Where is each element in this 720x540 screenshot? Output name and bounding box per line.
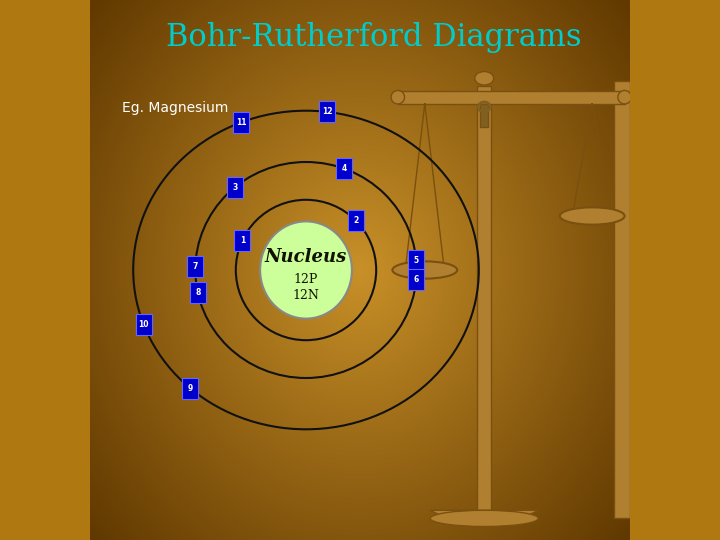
Text: 5: 5 xyxy=(414,256,419,265)
FancyBboxPatch shape xyxy=(233,112,249,133)
Text: 7: 7 xyxy=(193,262,198,271)
Text: Nucleus: Nucleus xyxy=(265,247,347,266)
FancyBboxPatch shape xyxy=(408,269,424,290)
Text: 10: 10 xyxy=(138,320,149,329)
Text: 2: 2 xyxy=(353,216,359,225)
Polygon shape xyxy=(480,104,488,127)
Polygon shape xyxy=(613,81,630,518)
Ellipse shape xyxy=(392,261,457,279)
FancyBboxPatch shape xyxy=(182,378,199,399)
Polygon shape xyxy=(397,91,625,104)
Polygon shape xyxy=(431,510,539,518)
FancyBboxPatch shape xyxy=(348,210,364,231)
Ellipse shape xyxy=(474,71,494,85)
FancyBboxPatch shape xyxy=(187,256,204,277)
FancyBboxPatch shape xyxy=(227,177,243,198)
Ellipse shape xyxy=(431,510,539,526)
Ellipse shape xyxy=(618,91,631,104)
FancyBboxPatch shape xyxy=(234,230,251,251)
Text: 4: 4 xyxy=(341,164,346,173)
Text: 8: 8 xyxy=(195,288,200,297)
Polygon shape xyxy=(477,86,491,518)
Text: 11: 11 xyxy=(236,118,246,127)
FancyBboxPatch shape xyxy=(336,158,352,179)
Text: 12P: 12P xyxy=(294,273,318,286)
FancyBboxPatch shape xyxy=(135,314,152,335)
Ellipse shape xyxy=(260,221,352,319)
Text: 1: 1 xyxy=(240,236,245,245)
FancyBboxPatch shape xyxy=(319,102,335,123)
FancyBboxPatch shape xyxy=(408,250,424,271)
FancyBboxPatch shape xyxy=(189,282,206,303)
Text: 3: 3 xyxy=(233,183,238,192)
Text: Eg. Magnesium: Eg. Magnesium xyxy=(122,101,229,115)
Text: 12: 12 xyxy=(322,107,333,117)
Text: Bohr-Rutherford Diagrams: Bohr-Rutherford Diagrams xyxy=(166,22,581,53)
Text: 6: 6 xyxy=(414,275,419,284)
Ellipse shape xyxy=(391,91,405,104)
Text: 9: 9 xyxy=(188,384,193,393)
Text: 12N: 12N xyxy=(292,289,320,302)
Ellipse shape xyxy=(560,207,625,225)
